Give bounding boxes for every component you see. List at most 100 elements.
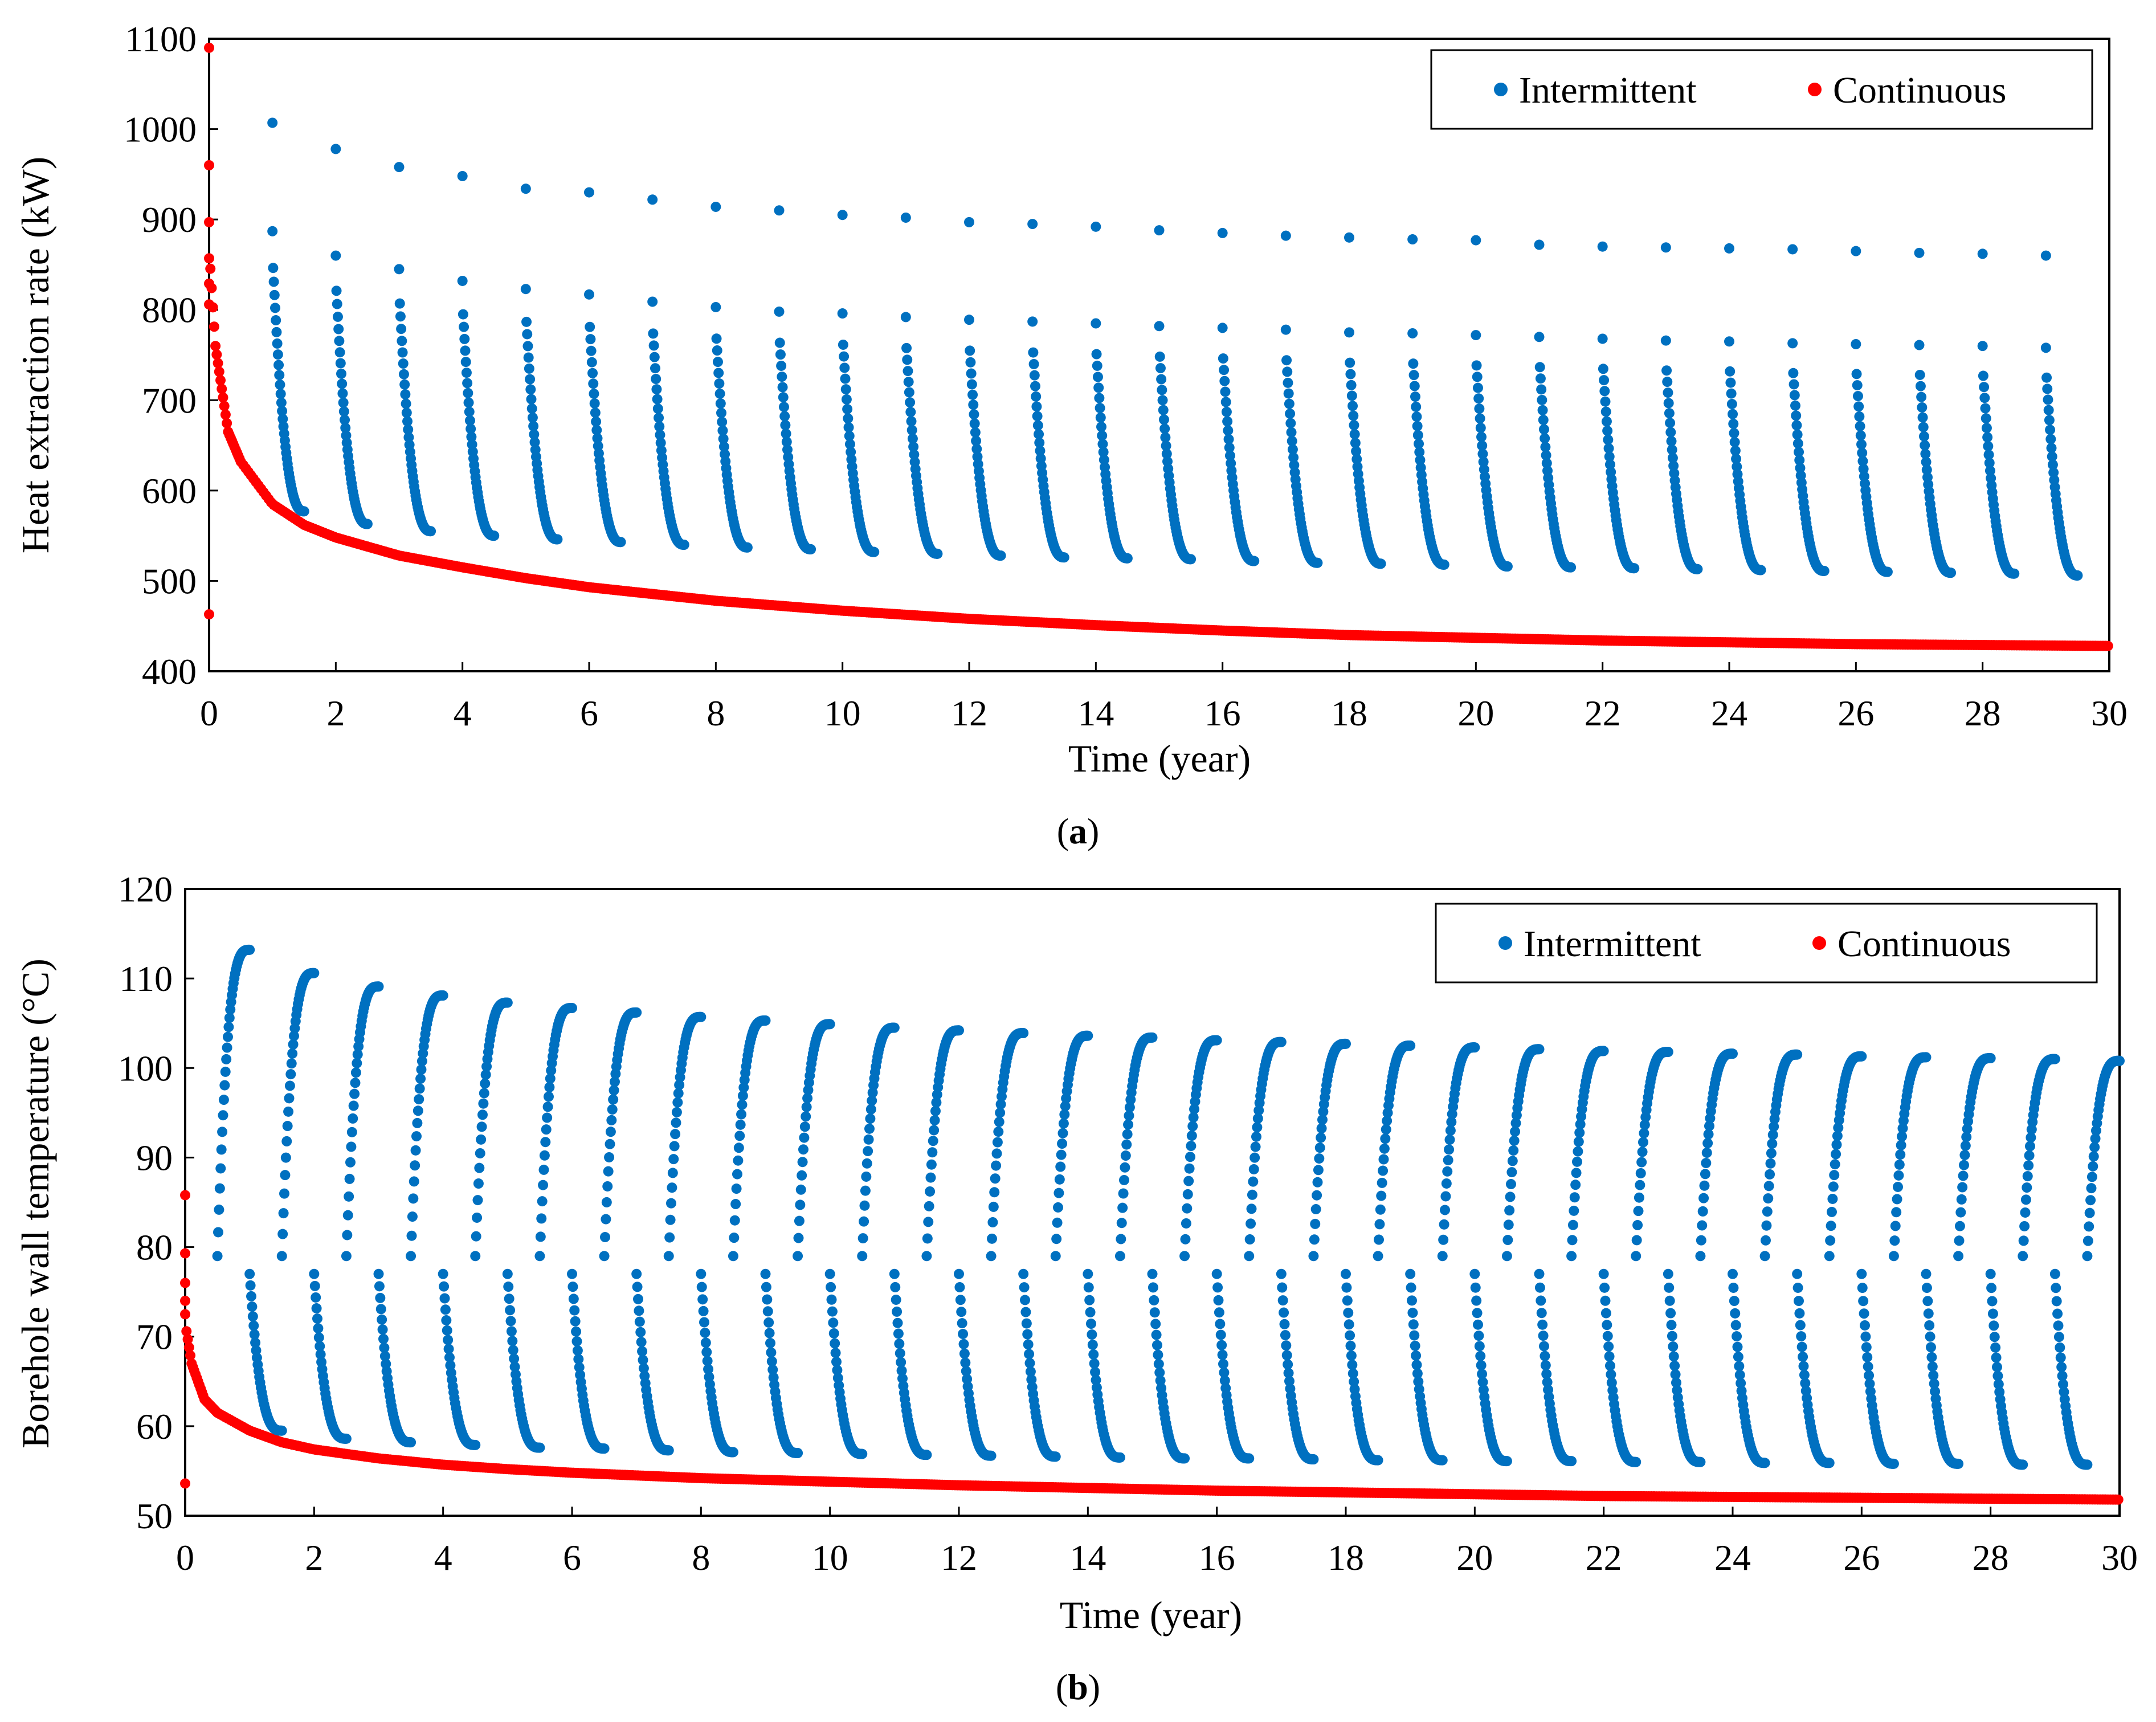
data-point-intermittent bbox=[333, 324, 344, 334]
data-point-intermittent bbox=[1114, 1251, 1125, 1262]
data-point-intermittent bbox=[1155, 1375, 1166, 1386]
data-point-intermittent bbox=[728, 1251, 738, 1262]
data-point-intermittent bbox=[1639, 1128, 1649, 1139]
data-point-intermittent bbox=[1375, 558, 1386, 569]
data-point-intermittent bbox=[1090, 1366, 1101, 1377]
data-point-intermittent bbox=[1152, 1340, 1162, 1350]
data-point-intermittent bbox=[212, 1251, 223, 1262]
data-point-intermittent bbox=[712, 345, 722, 356]
data-point-intermittent bbox=[828, 1317, 839, 1328]
data-point-intermittent bbox=[1541, 1369, 1552, 1380]
data-point-intermittent bbox=[967, 389, 978, 400]
data-point-intermittent bbox=[399, 379, 410, 390]
data-point-intermittent bbox=[1574, 1127, 1585, 1138]
data-point-intermittent bbox=[1411, 411, 1422, 422]
data-point-intermittent bbox=[224, 1013, 235, 1023]
data-point-intermittent bbox=[926, 1159, 937, 1170]
data-point-intermittent bbox=[1154, 225, 1165, 236]
data-point-intermittent bbox=[900, 312, 911, 323]
data-point-intermittent bbox=[1375, 1204, 1386, 1215]
data-point-intermittent bbox=[1917, 412, 1928, 423]
x-tick-label: 22 bbox=[1585, 693, 1621, 733]
data-point-intermittent bbox=[1471, 330, 1481, 341]
data-point-intermittent bbox=[459, 333, 470, 344]
data-point-intermittent bbox=[1248, 1164, 1259, 1174]
y-tick-label: 1000 bbox=[124, 109, 197, 150]
data-point-intermittent bbox=[534, 1442, 545, 1453]
data-point-intermittent bbox=[731, 1184, 742, 1194]
data-point-intermittent bbox=[840, 373, 851, 384]
data-point-intermittent bbox=[406, 1437, 416, 1448]
data-point-intermittent bbox=[831, 1356, 842, 1367]
data-point-intermittent bbox=[591, 425, 602, 435]
data-point-intermittent bbox=[523, 352, 534, 363]
data-point-intermittent bbox=[1729, 436, 1740, 447]
data-point-intermittent bbox=[223, 1022, 234, 1033]
data-point-intermittent bbox=[714, 378, 725, 389]
data-point-intermittent bbox=[861, 1171, 872, 1182]
data-point-intermittent bbox=[1244, 1251, 1255, 1262]
data-point-intermittent bbox=[526, 403, 537, 414]
data-point-intermittent bbox=[586, 345, 597, 356]
data-point-intermittent bbox=[1414, 447, 1425, 458]
data-point-intermittent bbox=[843, 422, 854, 433]
data-point-intermittent bbox=[1507, 1156, 1518, 1166]
data-point-intermittent bbox=[1471, 1295, 1482, 1306]
data-point-intermittent bbox=[1160, 432, 1171, 443]
data-point-intermittent bbox=[714, 388, 725, 399]
data-point-intermittent bbox=[1632, 1220, 1643, 1231]
data-point-intermittent bbox=[1020, 1307, 1031, 1317]
data-point-intermittent bbox=[220, 1066, 231, 1077]
data-point-intermittent bbox=[1981, 413, 1991, 424]
data-point-intermittent bbox=[1857, 456, 1868, 467]
data-point-intermittent bbox=[337, 378, 348, 389]
x-tick-label: 4 bbox=[454, 693, 472, 733]
plot-area-b bbox=[184, 888, 2121, 1517]
data-point-intermittent bbox=[1021, 1318, 1032, 1329]
data-point-intermittent bbox=[344, 1191, 354, 1202]
data-point-intermittent bbox=[1635, 1180, 1645, 1190]
data-point-intermittent bbox=[342, 1210, 353, 1221]
data-point-intermittent bbox=[350, 1078, 361, 1088]
data-point-intermittent bbox=[1122, 553, 1133, 564]
data-point-intermittent bbox=[337, 388, 348, 399]
data-point-intermittent bbox=[416, 1064, 427, 1075]
data-point-intermittent bbox=[441, 1315, 452, 1326]
data-point-intermittent bbox=[1019, 1282, 1030, 1293]
data-point-intermittent bbox=[1979, 382, 1990, 393]
data-point-intermittent bbox=[1050, 1251, 1061, 1262]
data-point-intermittent bbox=[1154, 321, 1165, 332]
data-point-intermittent bbox=[1535, 373, 1546, 384]
data-point-intermittent bbox=[968, 399, 979, 410]
data-point-intermittent bbox=[1313, 1165, 1324, 1176]
data-point-intermittent bbox=[1280, 1330, 1291, 1341]
y-tick-label: 900 bbox=[142, 199, 197, 240]
data-point-intermittent bbox=[1284, 398, 1295, 409]
data-point-intermittent bbox=[466, 431, 477, 442]
data-point-intermittent bbox=[1181, 1218, 1191, 1229]
data-point-intermittent bbox=[1116, 1234, 1126, 1244]
data-point-intermittent bbox=[1218, 1358, 1228, 1369]
data-point-intermittent bbox=[1792, 438, 1803, 449]
x-tick-label: 20 bbox=[1457, 693, 1494, 733]
data-point-intermittent bbox=[571, 1336, 582, 1346]
data-point-intermittent bbox=[1098, 447, 1109, 458]
data-point-intermittent bbox=[520, 183, 531, 194]
data-point-intermittent bbox=[696, 1282, 707, 1292]
data-point-intermittent bbox=[986, 1251, 997, 1262]
series-continuous-b bbox=[180, 1190, 2124, 1505]
data-point-intermittent bbox=[896, 1357, 906, 1368]
data-point-intermittent bbox=[1279, 1307, 1289, 1318]
x-tick-label: 26 bbox=[1838, 693, 1874, 733]
data-point-intermittent bbox=[373, 1268, 384, 1279]
data-point-intermittent bbox=[1179, 1453, 1190, 1464]
data-point-intermittent bbox=[717, 425, 728, 436]
data-point-intermittent bbox=[1663, 1268, 1673, 1279]
data-point-intermittent bbox=[1026, 1374, 1037, 1385]
data-point-intermittent bbox=[1703, 1129, 1714, 1140]
data-point-intermittent bbox=[738, 1082, 749, 1093]
data-point-intermittent bbox=[2072, 570, 2083, 581]
data-point-intermittent bbox=[715, 398, 726, 409]
data-point-intermittent bbox=[826, 1294, 837, 1305]
data-point-intermittent bbox=[1853, 401, 1864, 412]
